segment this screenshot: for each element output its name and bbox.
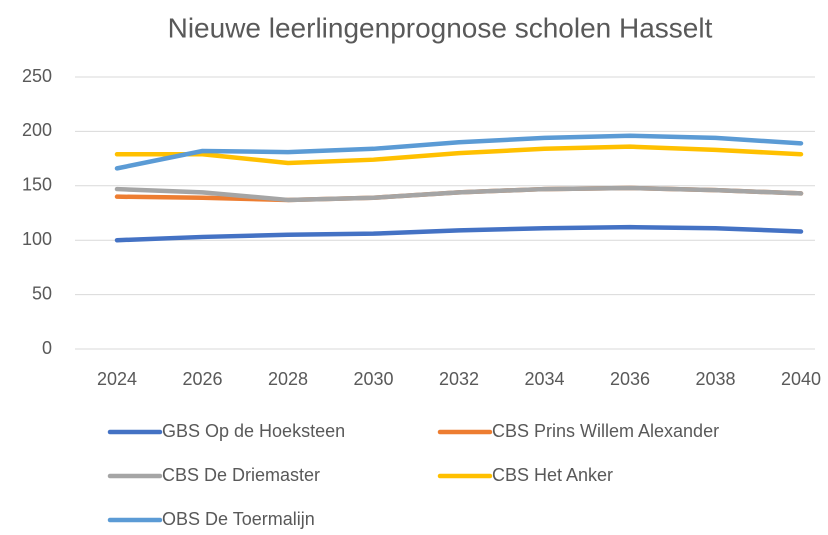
y-tick-label: 0 [42, 338, 52, 358]
legend-label: OBS De Toermalijn [162, 509, 315, 529]
y-tick-label: 50 [32, 283, 52, 303]
series-line [114, 185, 804, 203]
series-line [114, 133, 804, 171]
y-tick-label: 200 [22, 120, 52, 140]
x-tick-label: 2026 [182, 369, 222, 389]
y-tick-label: 150 [22, 175, 52, 195]
x-tick-label: 2032 [439, 369, 479, 389]
series-line [114, 144, 804, 166]
y-tick-label: 100 [22, 229, 52, 249]
x-tick-label: 2030 [353, 369, 393, 389]
x-tick-label: 2028 [268, 369, 308, 389]
legend-label: CBS De Driemaster [162, 465, 320, 485]
legend-label: CBS Prins Willem Alexander [492, 421, 719, 441]
x-tick-label: 2024 [97, 369, 137, 389]
series-line [114, 224, 804, 243]
x-tick-label: 2034 [524, 369, 564, 389]
x-tick-label: 2040 [781, 369, 821, 389]
legend-label: GBS Op de Hoeksteen [162, 421, 345, 441]
y-tick-label: 250 [22, 66, 52, 86]
x-tick-label: 2036 [610, 369, 650, 389]
chart-title: Nieuwe leerlingenprognose scholen Hassel… [168, 12, 713, 43]
x-tick-label: 2038 [695, 369, 735, 389]
legend-label: CBS Het Anker [492, 465, 613, 485]
